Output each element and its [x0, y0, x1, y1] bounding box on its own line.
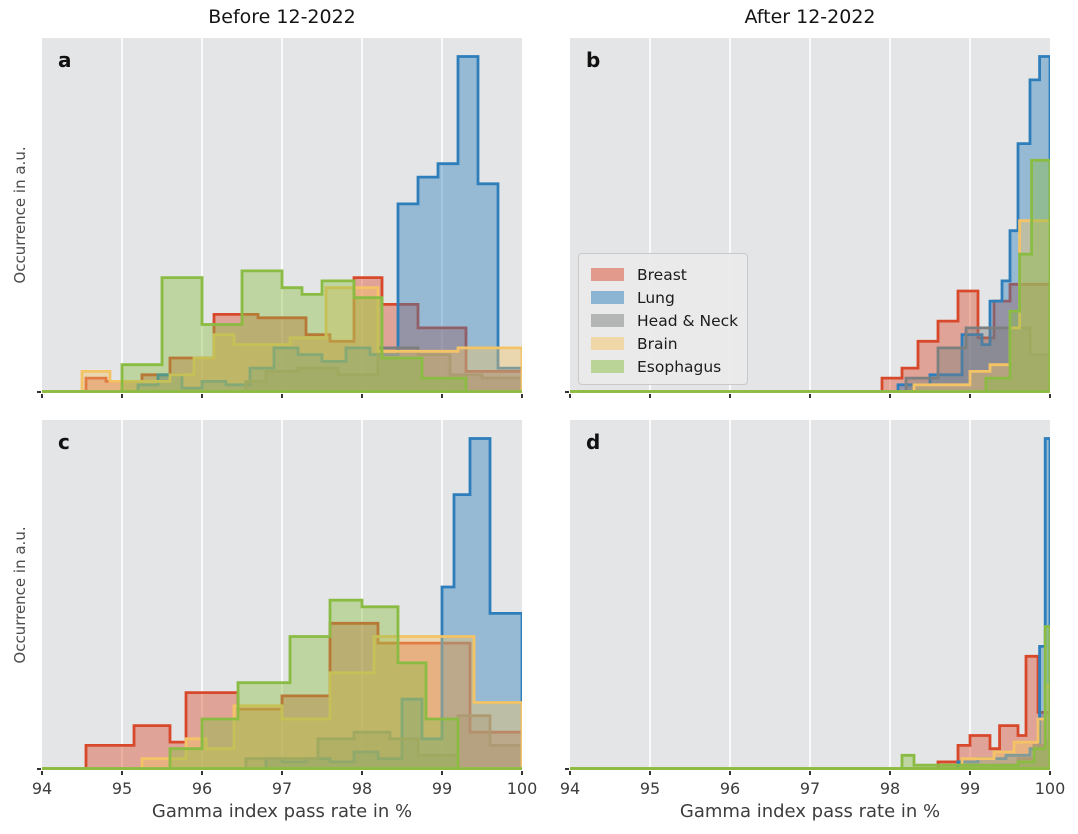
- x-tick-label: 94: [31, 779, 53, 798]
- legend-item: Breast: [591, 263, 747, 286]
- column-title-before: Before 12-2022: [208, 6, 356, 28]
- legend: Breast Lung Head & Neck Brain Esophagus: [578, 253, 748, 385]
- hist-head-neck: [42, 714, 522, 770]
- x-tick-label: 94: [559, 779, 581, 798]
- x-tick: [281, 394, 283, 398]
- x-tick-label: 95: [639, 779, 661, 798]
- panel-letter-b: b: [586, 48, 601, 72]
- x-tick: [521, 394, 523, 398]
- x-tick: [649, 771, 651, 775]
- hist-esophagus: [570, 625, 1050, 770]
- legend-item: Esophagus: [591, 355, 747, 378]
- x-tick: [889, 771, 891, 775]
- x-tick-label: 96: [191, 779, 213, 798]
- hist-brain: [42, 286, 522, 393]
- legend-item: Lung: [591, 286, 747, 309]
- hist-lung: [570, 55, 1050, 393]
- x-tick: [361, 394, 363, 398]
- x-tick: [729, 771, 731, 775]
- legend-item: Head & Neck: [591, 309, 747, 332]
- x-tick: [41, 771, 43, 775]
- x-tick-label: 98: [879, 779, 901, 798]
- x-tick: [441, 394, 443, 398]
- x-tick-label: 100: [506, 779, 538, 798]
- legend-swatch-head-neck: [591, 314, 624, 327]
- histogram-svg-a: [42, 38, 522, 393]
- hist-esophagus: [42, 598, 522, 770]
- legend-item: Brain: [591, 332, 747, 355]
- x-tick: [281, 771, 283, 775]
- y-tick: [565, 768, 569, 770]
- x-tick-label: 100: [1034, 779, 1066, 798]
- y-tick: [565, 391, 569, 393]
- x-tick: [121, 394, 123, 398]
- x-tick: [809, 394, 811, 398]
- x-tick: [201, 394, 203, 398]
- y-tick: [37, 391, 41, 393]
- x-tick-label: 97: [271, 779, 293, 798]
- x-tick-label: 97: [799, 779, 821, 798]
- x-tick: [41, 394, 43, 398]
- hist-lung: [42, 55, 522, 393]
- x-tick: [121, 771, 123, 775]
- x-tick: [521, 771, 523, 775]
- x-tick-label: 99: [959, 779, 981, 798]
- legend-label: Lung: [637, 288, 675, 307]
- x-tick-label: 99: [431, 779, 453, 798]
- column-title-after: After 12-2022: [744, 6, 876, 28]
- panel-d: d: [570, 420, 1050, 770]
- panel-letter-a: a: [58, 48, 72, 72]
- panel-a: a: [42, 38, 522, 393]
- hist-lung: [570, 437, 1050, 770]
- x-tick: [361, 771, 363, 775]
- legend-label: Head & Neck: [637, 311, 739, 330]
- x-tick: [969, 394, 971, 398]
- x-tick: [809, 771, 811, 775]
- legend-label: Breast: [637, 265, 687, 284]
- hist-breast: [570, 282, 1050, 393]
- legend-swatch-breast: [591, 268, 624, 281]
- hist-brain: [42, 635, 522, 770]
- panel-c: c: [42, 420, 522, 770]
- hist-lung: [42, 437, 522, 770]
- x-tick: [889, 394, 891, 398]
- x-tick: [969, 771, 971, 775]
- x-tick: [569, 771, 571, 775]
- y-tick: [37, 768, 41, 770]
- legend-swatch-lung: [591, 291, 624, 304]
- x-axis-label-right: Gamma index pass rate in %: [679, 801, 941, 822]
- legend-label: Brain: [637, 334, 678, 353]
- x-tick: [1049, 394, 1051, 398]
- legend-label: Esophagus: [637, 357, 722, 376]
- histogram-svg-c: [42, 420, 522, 770]
- x-tick-label: 98: [351, 779, 373, 798]
- histogram-svg-b: [570, 38, 1050, 393]
- legend-swatch-brain: [591, 337, 624, 350]
- x-tick: [441, 771, 443, 775]
- x-tick: [729, 394, 731, 398]
- x-tick-label: 95: [111, 779, 133, 798]
- hist-esophagus: [570, 158, 1050, 393]
- x-axis-label-left: Gamma index pass rate in %: [151, 801, 413, 822]
- y-axis-label-top-row: Occurrence in a.u.: [11, 146, 29, 284]
- panel-b: b Breast Lung Head & Neck Brain Esophagus: [570, 38, 1050, 393]
- hist-esophagus: [42, 269, 522, 393]
- histogram-svg-d: [570, 420, 1050, 770]
- legend-swatch-esophagus: [591, 360, 624, 373]
- panel-letter-d: d: [586, 430, 601, 454]
- x-tick: [201, 771, 203, 775]
- hist-head-neck: [570, 326, 1050, 393]
- x-tick-label: 96: [719, 779, 741, 798]
- y-axis-label-bottom-row: Occurrence in a.u.: [11, 526, 29, 664]
- x-tick: [1049, 771, 1051, 775]
- x-tick: [569, 394, 571, 398]
- x-tick: [649, 394, 651, 398]
- panel-letter-c: c: [58, 430, 70, 454]
- hist-brain: [570, 219, 1050, 393]
